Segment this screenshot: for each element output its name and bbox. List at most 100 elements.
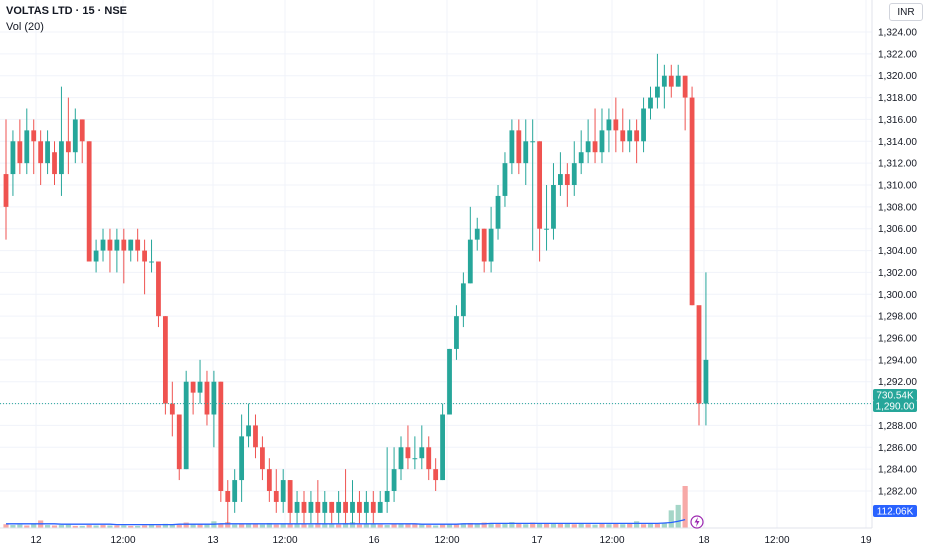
price-tick-label: 1,298.00 bbox=[878, 312, 917, 323]
candle bbox=[142, 239, 147, 295]
price-axis[interactable]: 1,282.00 1,284.00 1,286.00 1,288.00 1,290.00… bbox=[878, 28, 917, 498]
candle bbox=[661, 64, 667, 109]
volume-ma-badge-text: 112.06K bbox=[877, 507, 914, 518]
candle bbox=[426, 436, 432, 481]
candle bbox=[38, 130, 44, 185]
candle bbox=[65, 97, 71, 175]
candle bbox=[467, 206, 473, 284]
candle bbox=[537, 141, 543, 262]
volume-bar bbox=[86, 525, 92, 528]
candle bbox=[31, 119, 37, 175]
candle bbox=[93, 239, 99, 273]
candle bbox=[551, 163, 556, 240]
volume-bar bbox=[634, 521, 640, 528]
volume-bar bbox=[460, 523, 466, 528]
volume-bar bbox=[481, 522, 487, 528]
candle bbox=[52, 141, 57, 185]
time-tick-label: 12:00 bbox=[434, 535, 459, 546]
volume-bar bbox=[647, 522, 654, 528]
candle bbox=[655, 53, 660, 109]
volume-bar bbox=[225, 522, 231, 528]
volume-bar bbox=[543, 522, 550, 528]
candle bbox=[24, 108, 30, 175]
candle bbox=[370, 491, 376, 524]
volume-bar bbox=[370, 523, 376, 528]
time-axis[interactable]: 12 12:00 13 12:00 16 12:00 17 12:00 18 12:00 19 bbox=[30, 535, 872, 546]
candle bbox=[516, 119, 522, 175]
candle bbox=[627, 119, 633, 153]
volume-bar bbox=[578, 523, 584, 528]
price-tick-label: 1,296.00 bbox=[878, 334, 917, 345]
currency-button[interactable]: INR bbox=[889, 3, 923, 21]
candle bbox=[156, 261, 161, 328]
price-tick-label: 1,292.00 bbox=[878, 377, 917, 388]
candle bbox=[183, 370, 189, 470]
volume-bar bbox=[509, 522, 515, 528]
volume-bar bbox=[155, 525, 162, 528]
candle bbox=[675, 64, 681, 87]
volume-bar bbox=[273, 524, 279, 528]
candle bbox=[107, 228, 113, 273]
volume-bar bbox=[682, 486, 688, 528]
candle bbox=[128, 239, 134, 262]
volume-bar bbox=[3, 524, 9, 528]
candle bbox=[287, 480, 293, 524]
candle bbox=[530, 119, 536, 251]
candle bbox=[412, 436, 418, 470]
candle bbox=[454, 305, 459, 360]
volume-bar bbox=[654, 523, 661, 528]
volume-bar bbox=[516, 523, 522, 528]
volume-badge-text: 730.54K bbox=[876, 391, 914, 402]
volume-bar bbox=[301, 523, 307, 528]
candle bbox=[225, 480, 231, 524]
volume-bar bbox=[557, 523, 563, 528]
candle bbox=[696, 305, 702, 426]
volume-bar bbox=[197, 524, 203, 528]
volume-indicator-label[interactable]: Vol (20) bbox=[6, 21, 44, 33]
volume-bar bbox=[495, 523, 501, 528]
grid bbox=[0, 0, 872, 528]
price-tick-label: 1,286.00 bbox=[878, 443, 917, 454]
candle bbox=[405, 425, 411, 470]
candle bbox=[495, 185, 501, 240]
volume-bar bbox=[58, 525, 65, 528]
candle bbox=[571, 141, 577, 196]
price-tick-label: 1,322.00 bbox=[878, 49, 917, 60]
candle bbox=[357, 491, 362, 524]
volume-bar bbox=[218, 524, 224, 528]
volume-bar bbox=[391, 524, 397, 528]
candle bbox=[59, 86, 64, 196]
volume-bar bbox=[585, 524, 591, 528]
volume-bar bbox=[121, 525, 127, 528]
candle bbox=[481, 228, 487, 273]
volume-bar bbox=[183, 522, 189, 528]
volume-bar bbox=[51, 525, 58, 528]
volume-bar bbox=[245, 524, 252, 528]
time-tick-label: 12:00 bbox=[764, 535, 789, 546]
volume-bar bbox=[162, 523, 168, 528]
candle bbox=[280, 469, 286, 513]
candle bbox=[329, 501, 335, 524]
candle bbox=[363, 491, 369, 524]
volume-bar bbox=[564, 523, 570, 528]
candle bbox=[398, 436, 404, 481]
volume-bar bbox=[239, 523, 245, 528]
volume-bar bbox=[65, 524, 71, 528]
volume-bar bbox=[384, 525, 390, 528]
volume-bar bbox=[398, 523, 404, 528]
candle bbox=[100, 228, 106, 262]
candle bbox=[72, 108, 78, 164]
volume-bar bbox=[294, 524, 300, 528]
price-tick-label: 1,308.00 bbox=[878, 202, 917, 213]
volume-bar bbox=[308, 524, 314, 528]
candle bbox=[3, 119, 9, 240]
candle bbox=[315, 480, 321, 524]
volume-bar bbox=[550, 522, 557, 528]
volume-bar bbox=[142, 525, 148, 528]
lightning-icon[interactable] bbox=[690, 515, 704, 529]
candle bbox=[606, 108, 612, 153]
volume-bar bbox=[10, 525, 16, 528]
price-tick-label: 1,324.00 bbox=[878, 28, 917, 39]
